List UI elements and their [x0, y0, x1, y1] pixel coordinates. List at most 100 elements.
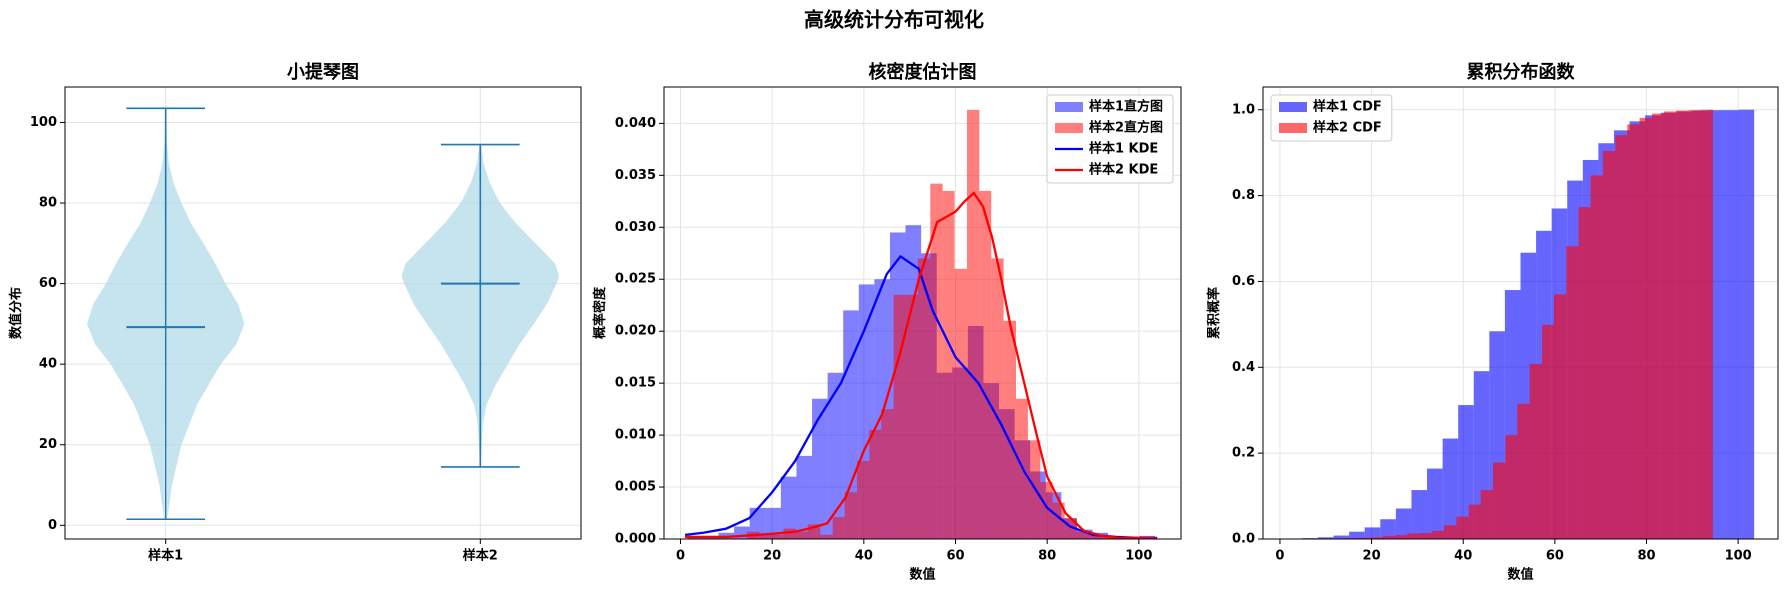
y-tick-label: 0.8 — [1232, 188, 1255, 203]
legend-label: 样本1 CDF — [1313, 99, 1382, 115]
y-tick-label: 0.040 — [615, 116, 656, 131]
violin-body — [480, 144, 559, 467]
y-tick-label: 0 — [48, 518, 57, 533]
histogram-bar — [1738, 109, 1755, 539]
histogram-bar — [771, 534, 784, 539]
x-tick-label: 100 — [1125, 549, 1152, 564]
y-tick-label: 0.020 — [615, 324, 656, 339]
histogram-bar — [881, 409, 894, 539]
legend: 样本1 CDF 样本2 CDF — [1270, 94, 1393, 142]
figure-title: 高级统计分布可视化 — [804, 8, 984, 32]
histogram-bar — [1505, 435, 1518, 539]
histogram-bar — [893, 294, 906, 539]
histogram-bar — [832, 517, 845, 539]
histogram-bar — [1529, 363, 1543, 539]
histogram-bar — [1432, 530, 1444, 539]
x-tick-label: 样本2 — [463, 548, 498, 564]
x-tick-label: 20 — [1363, 549, 1381, 564]
y-tick-label: 0.2 — [1232, 446, 1255, 461]
legend-label: 样本2 KDE — [1089, 162, 1158, 178]
histogram-bar — [1370, 537, 1384, 539]
histogram-bar — [1383, 535, 1396, 539]
histogram-bar — [812, 398, 828, 539]
histogram-bar — [1040, 481, 1053, 539]
histogram-bar — [1517, 403, 1530, 539]
axes-frame — [663, 86, 1182, 540]
histogram-bar — [1380, 519, 1396, 539]
histogram-bar — [1578, 207, 1591, 539]
histogram-bar — [1566, 246, 1579, 540]
legend-label: 样本2 CDF — [1313, 120, 1382, 136]
y-tick-label: 0.4 — [1232, 360, 1255, 375]
x-tick-label: 40 — [855, 549, 873, 564]
x-tick-label: 80 — [1637, 549, 1655, 564]
x-axis-label: 数值 — [1507, 567, 1533, 583]
histogram-bar — [780, 476, 797, 539]
histogram-bar — [1349, 531, 1365, 539]
legend-label: 样本1直方图 — [1089, 99, 1163, 115]
x-tick-label: 60 — [1546, 549, 1564, 564]
histogram-bar — [1542, 324, 1554, 539]
x-tick-label: 80 — [1038, 549, 1056, 564]
kde-line — [684, 254, 1158, 540]
histogram-bar — [954, 268, 967, 539]
axes-frame — [1262, 86, 1779, 540]
histogram-bar — [1419, 532, 1433, 539]
histogram-bar — [1456, 516, 1469, 539]
histogram-bar — [991, 258, 1004, 539]
y-axis-label: 概率密度 — [592, 286, 608, 339]
y-tick-label: 0.030 — [615, 220, 656, 235]
histogram-bar — [906, 294, 918, 539]
histogram-bar — [844, 492, 857, 539]
histogram-bar — [783, 528, 796, 539]
histogram-bar — [796, 531, 808, 539]
x-tick-label: 100 — [1725, 549, 1752, 564]
y-tick-label: 1.0 — [1232, 102, 1255, 117]
histogram-bar — [1615, 135, 1628, 539]
histogram-bar — [749, 507, 766, 539]
legend-swatch — [1054, 123, 1083, 133]
histogram-bar — [1723, 110, 1739, 539]
violin-body — [166, 108, 245, 520]
y-tick-label: 60 — [39, 276, 57, 291]
x-tick-label: 40 — [1454, 549, 1472, 564]
x-tick-label: 20 — [763, 549, 781, 564]
histogram-bar — [1602, 150, 1616, 539]
histogram-bar — [1427, 468, 1443, 539]
histogram-bar — [759, 534, 772, 539]
y-tick-label: 0.000 — [615, 532, 656, 547]
histogram-bar — [1627, 124, 1640, 539]
legend-swatch — [1054, 102, 1083, 112]
histogram-bar — [1651, 113, 1664, 539]
y-tick-label: 100 — [30, 115, 57, 130]
histogram-bar — [869, 429, 882, 539]
histogram-bar — [1443, 525, 1457, 539]
histogram-bar — [1639, 117, 1652, 540]
histogram-bar — [856, 461, 870, 539]
y-tick-label: 20 — [39, 437, 57, 452]
histogram-bar — [1364, 527, 1381, 539]
histogram-bar — [1590, 175, 1603, 539]
y-tick-label: 0.010 — [615, 428, 656, 443]
histogram-bar — [1493, 462, 1506, 539]
histogram-bar — [1480, 490, 1494, 539]
y-axis-label: 数值分布 — [8, 287, 24, 339]
histogram-bar — [1676, 110, 1689, 539]
axes-frame — [64, 86, 582, 540]
histogram-bar — [917, 258, 931, 539]
histogram-bar — [1358, 537, 1371, 539]
y-tick-label: 40 — [39, 357, 57, 372]
subplot: 累积分布函数 0.0 0.2 0.4 0.6 0.8 1.0 累积概率 0 20 40 60 80 100… — [1206, 61, 1779, 583]
histogram-bar — [1407, 533, 1420, 539]
histogram-bar — [979, 190, 992, 539]
x-tick-label: 0 — [676, 549, 685, 564]
histogram-bar — [1027, 440, 1041, 539]
x-axis-label: 数值 — [909, 567, 935, 583]
y-tick-label: 0.005 — [615, 480, 656, 495]
x-tick-label: 0 — [1275, 549, 1284, 564]
subplot-title: 核密度估计图 — [869, 61, 977, 83]
y-tick-label: 80 — [39, 196, 57, 211]
